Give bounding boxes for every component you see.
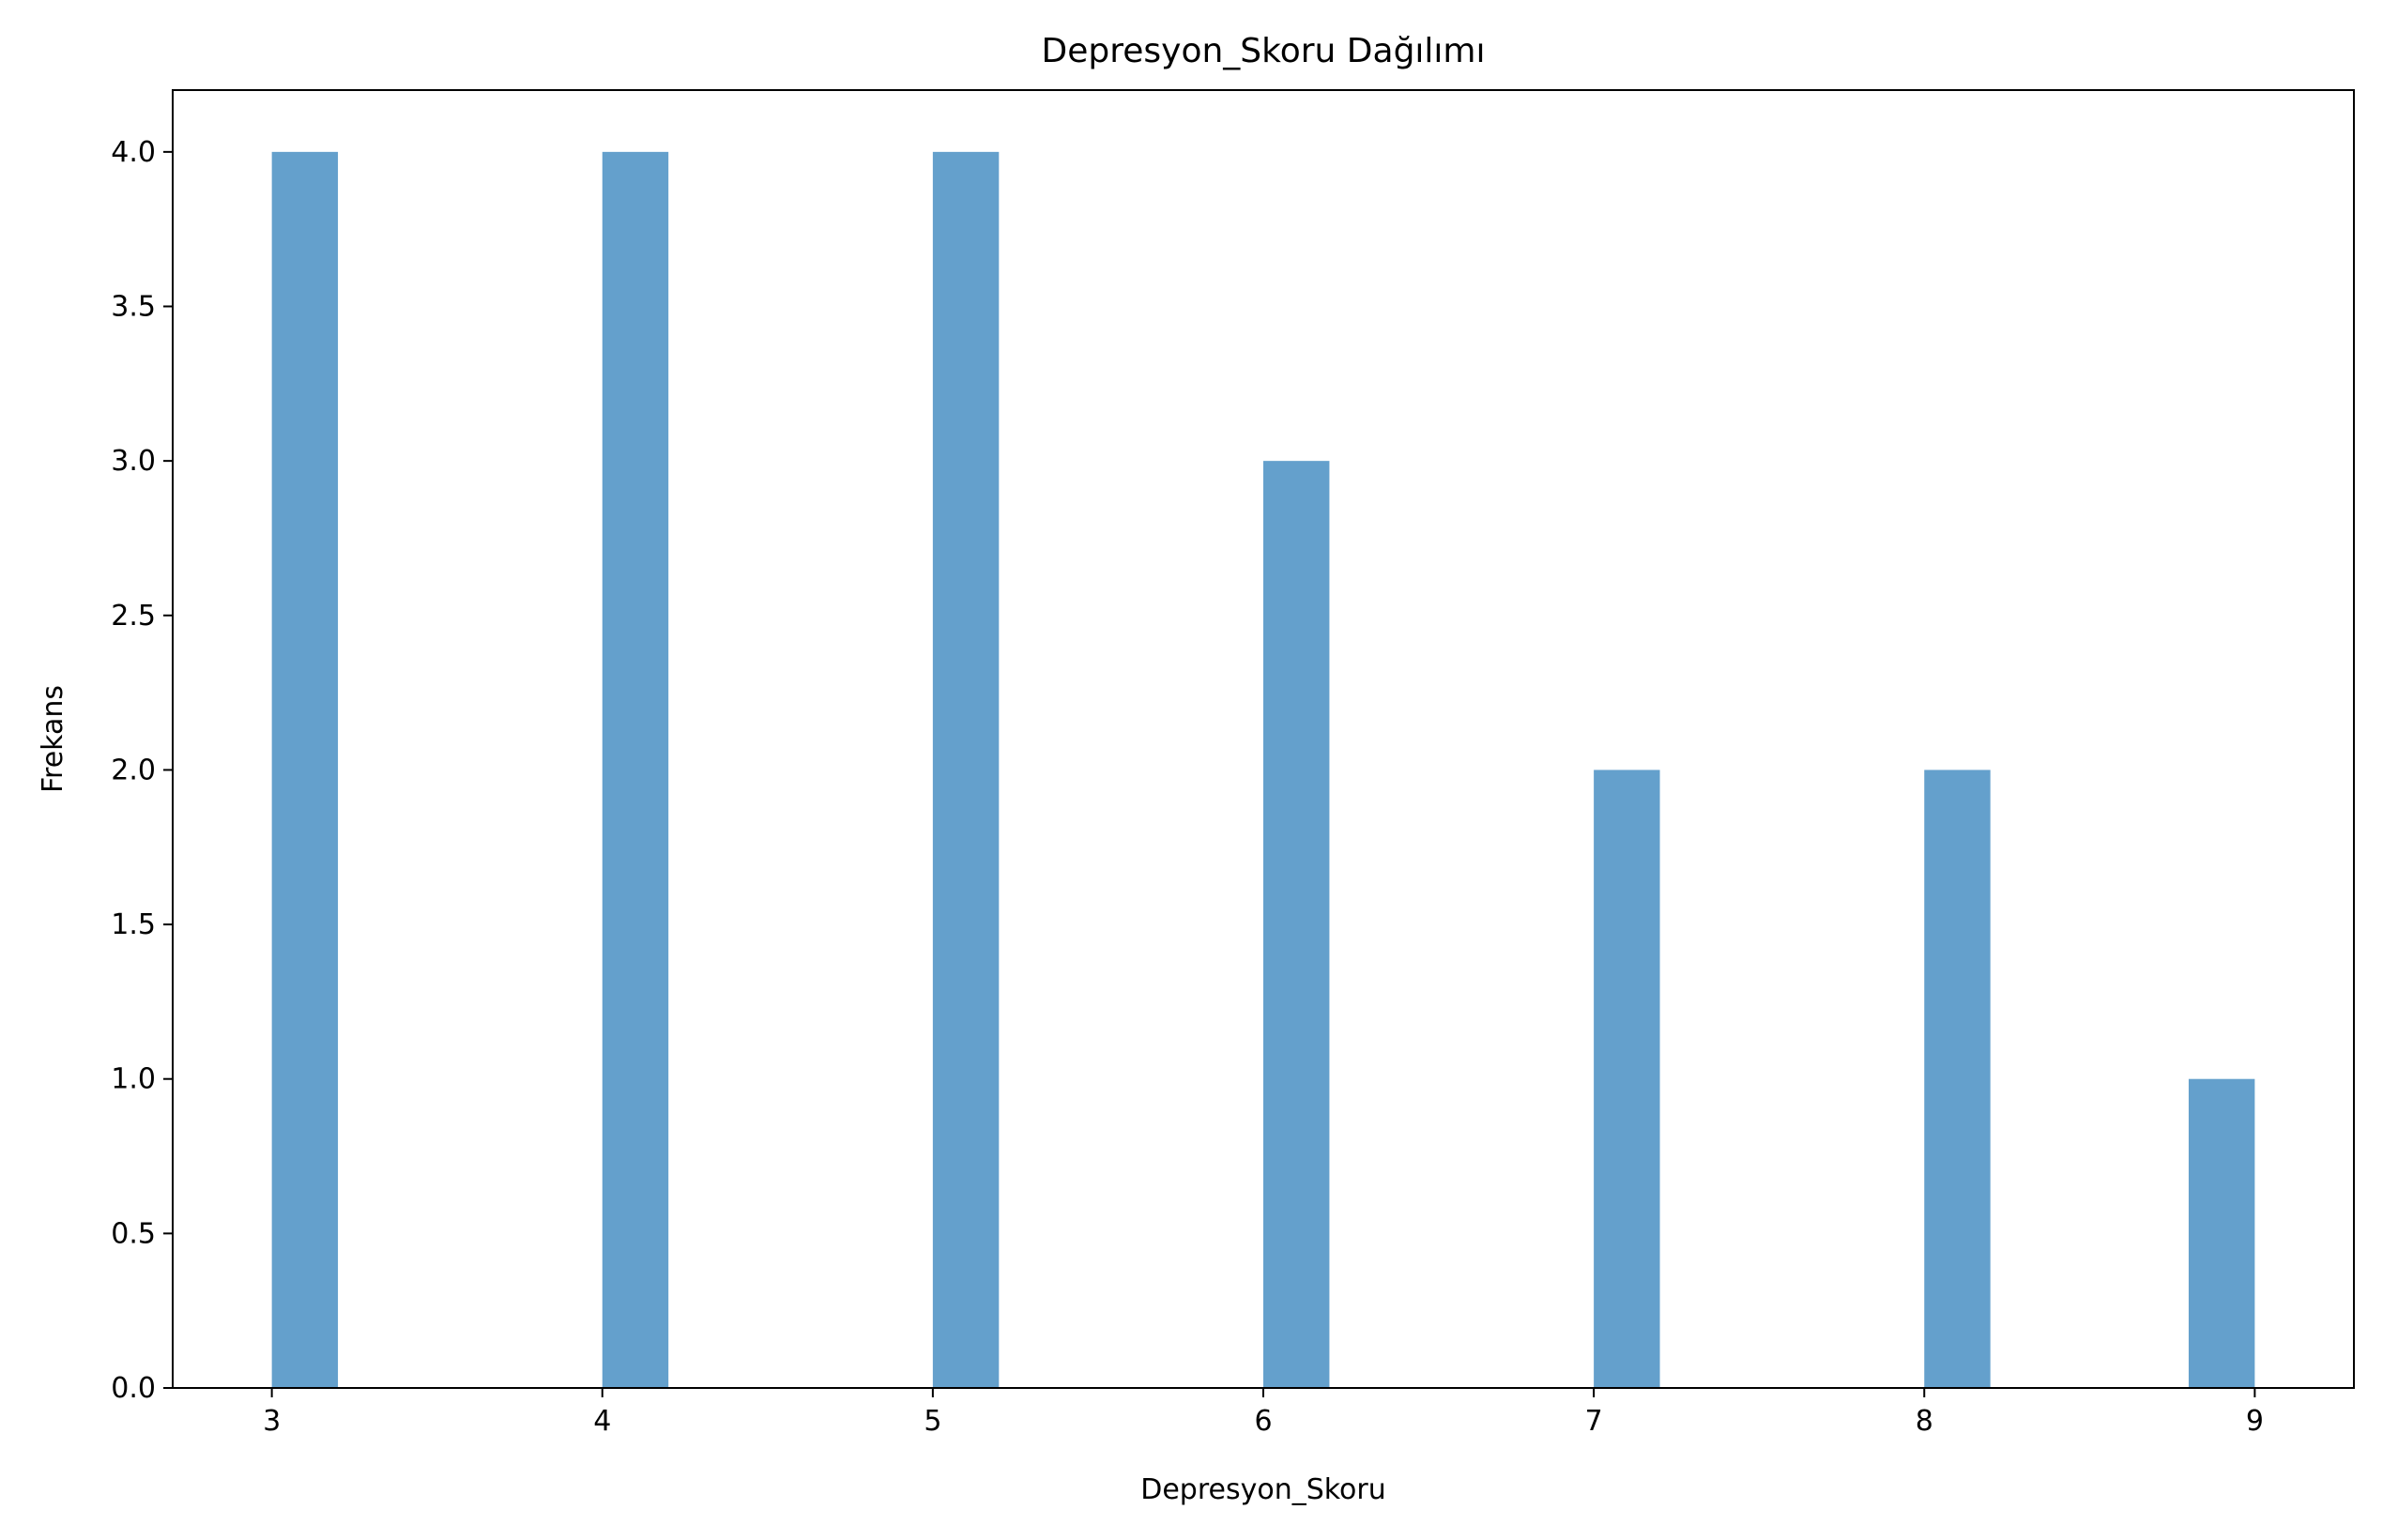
histogram-bar (2188, 1078, 2255, 1388)
x-tick-label: 7 (1585, 1405, 1603, 1438)
histogram-bar (1924, 770, 1991, 1388)
chart-title: Depresyon_Skoru Dağılımı (1042, 32, 1486, 70)
y-tick-label: 0.0 (111, 1372, 156, 1405)
x-axis-label: Depresyon_Skoru (1140, 1473, 1386, 1506)
y-tick-label: 1.0 (111, 1063, 156, 1096)
y-tick-label: 2.5 (111, 600, 156, 633)
histogram-bar (1594, 770, 1660, 1388)
y-tick-label: 3.0 (111, 445, 156, 478)
histogram-bar (271, 151, 339, 1388)
histogram-bar (602, 151, 669, 1388)
y-tick-label: 2.0 (111, 754, 156, 786)
y-axis-ticks: 0.0 0.5 1.0 1.5 2.0 2.5 3.0 3.5 4.0 (111, 136, 173, 1405)
x-tick-label: 3 (263, 1405, 281, 1438)
plot-frame (172, 89, 2355, 1389)
y-tick-label: 0.5 (111, 1217, 156, 1250)
x-axis-ticks: 3 4 5 6 7 8 9 (263, 1388, 2264, 1438)
x-tick-label: 8 (1916, 1405, 1933, 1438)
x-tick-label: 5 (924, 1405, 941, 1438)
y-tick-label: 3.5 (111, 291, 156, 324)
y-axis-label: Frekans (37, 685, 69, 793)
x-tick-label: 4 (593, 1405, 611, 1438)
histogram-bar (1263, 461, 1330, 1389)
y-tick-label: 4.0 (111, 136, 156, 169)
x-tick-label: 6 (1254, 1405, 1272, 1438)
histogram-bar (932, 151, 1000, 1388)
y-tick-label: 1.5 (111, 908, 156, 941)
bars-group (271, 151, 2255, 1389)
x-tick-label: 9 (2246, 1405, 2264, 1438)
